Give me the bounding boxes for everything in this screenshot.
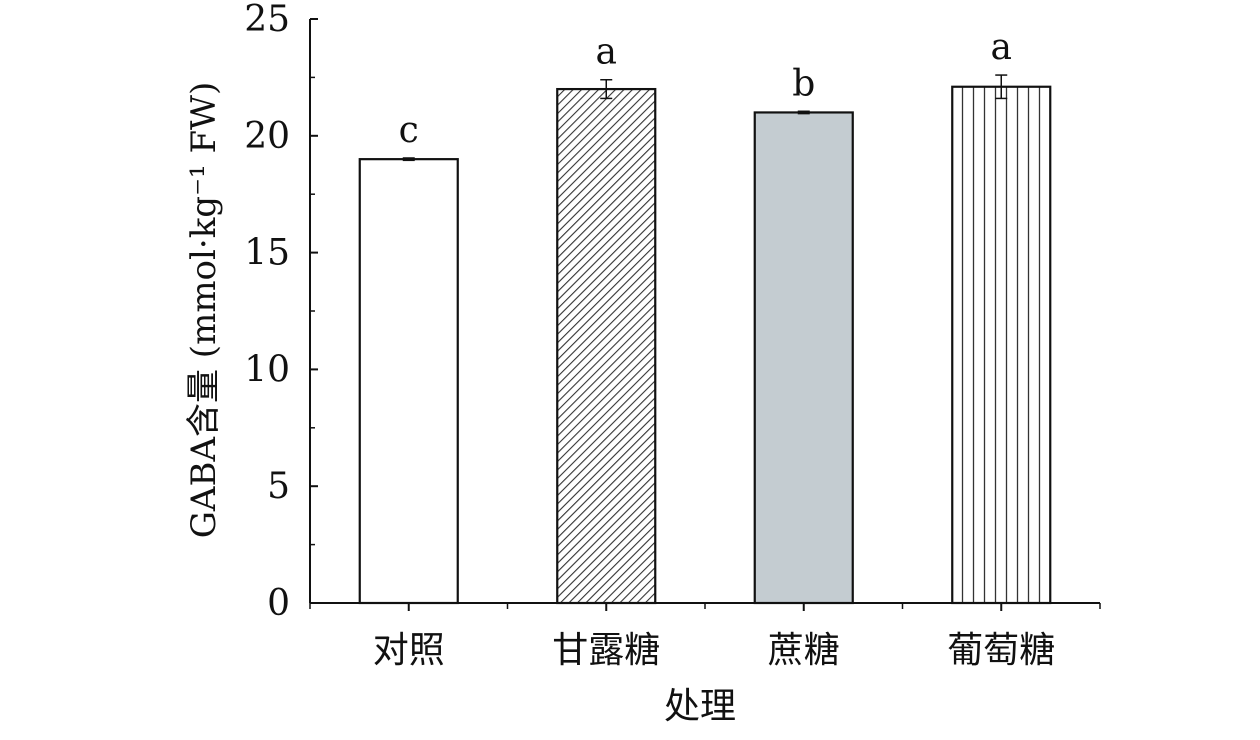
significance-label: a [596, 32, 617, 73]
bar [753, 111, 854, 605]
x-tick-label: 对照 [373, 630, 445, 671]
y-tick-label: 20 [244, 116, 290, 157]
x-tick-label: 葡萄糖 [947, 630, 1055, 671]
significance-label: c [399, 110, 419, 151]
x-tick-label: 蔗糖 [768, 630, 840, 671]
x-tick-label: 甘露糖 [552, 630, 660, 671]
y-tick-label: 10 [244, 349, 290, 390]
labels: 0 5 10 15 20 25 c 对照 a 甘露糖 b 蔗糖 a 葡萄糖 [244, 0, 1055, 671]
y-axis-label: GABA含量 (mmol·kg⁻¹ FW) [184, 82, 224, 539]
significance-label: a [991, 27, 1012, 68]
y-tick-label: 25 [244, 0, 290, 40]
bar [951, 85, 1052, 605]
x-axis-label: 处理 [664, 686, 736, 727]
y-tick-label: 5 [267, 466, 290, 507]
bars [358, 74, 1052, 605]
bar [358, 158, 459, 605]
y-tick-label: 15 [244, 233, 290, 274]
significance-label: b [792, 63, 815, 104]
y-tick-label: 0 [267, 583, 290, 624]
bar [556, 87, 657, 605]
